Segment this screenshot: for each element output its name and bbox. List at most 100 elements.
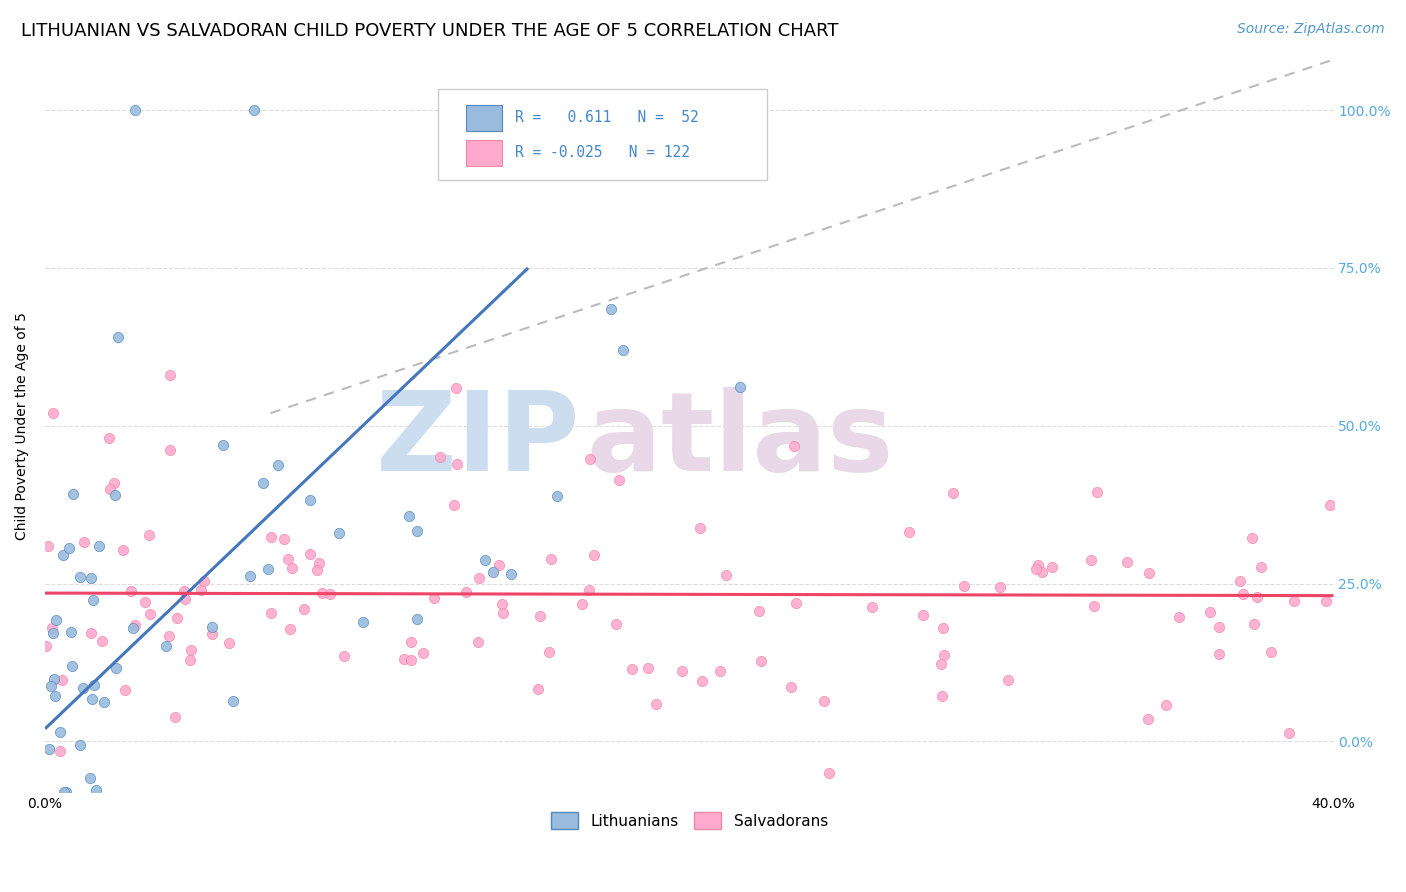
Point [785,596,807,610]
Point [333,649,356,664]
Point [59,624,82,639]
Point [446,381,468,395]
Point [239,569,262,583]
Point [399,653,422,667]
Point [1137,566,1160,580]
Point [138,528,160,542]
Point [953,579,976,593]
Bar [467,140,502,166]
Point [212,438,235,452]
Point [689,521,711,535]
Point [49,724,72,739]
Point [173,591,195,606]
Point [307,563,329,577]
Point [201,620,224,634]
Point [83,678,105,692]
Point [1315,594,1337,608]
Point [423,591,446,606]
Point [165,710,187,724]
Point [93,695,115,709]
Point [311,586,333,600]
Point [124,618,146,632]
Point [80,691,103,706]
Point [120,584,142,599]
Point [84,783,107,797]
Point [446,457,468,471]
Point [82,593,104,607]
Point [779,680,801,694]
Point [1229,574,1251,589]
Point [931,690,953,704]
Point [38,742,60,756]
Point [42,406,65,420]
Point [58,541,80,555]
Point [298,492,321,507]
Point [252,476,274,491]
Point [1282,594,1305,608]
Point [571,597,593,611]
Point [1040,560,1063,574]
Point [492,607,515,621]
Point [319,587,342,601]
Point [621,662,644,676]
Point [124,103,146,117]
Point [122,621,145,635]
Point [55,785,77,799]
Point [911,607,934,622]
Point [578,582,600,597]
Point [1085,485,1108,500]
Point [111,542,134,557]
Point [159,443,181,458]
Text: ZIP: ZIP [377,387,579,494]
Point [278,622,301,636]
Point [997,673,1019,687]
Point [1232,587,1254,601]
Point [155,639,177,653]
Text: R = -0.025   N = 122: R = -0.025 N = 122 [515,145,690,161]
Point [546,489,568,503]
Point [259,606,281,620]
Point [612,343,634,358]
Point [159,368,181,383]
Point [714,567,737,582]
Point [394,652,416,666]
Point [69,738,91,752]
Point [1199,605,1222,619]
Point [41,621,63,635]
Point [105,660,128,674]
Point [222,694,245,708]
Point [637,661,659,675]
Point [501,566,523,581]
Legend: Lithuanians, Salvadorans: Lithuanians, Salvadorans [544,805,834,836]
Point [42,625,65,640]
Point [292,602,315,616]
Point [42,672,65,686]
Point [352,615,374,629]
Point [260,530,283,544]
Point [1031,565,1053,579]
Point [748,604,770,618]
Point [488,558,510,572]
Point [1208,647,1230,661]
Point [103,487,125,501]
Point [1083,599,1105,614]
FancyBboxPatch shape [439,89,766,180]
Point [79,772,101,786]
Point [157,628,180,642]
Point [988,580,1011,594]
Point [412,646,434,660]
Point [942,486,965,500]
Point [671,665,693,679]
Point [53,785,76,799]
Point [607,473,630,487]
Point [281,561,304,575]
Point [35,639,58,653]
Point [1278,726,1301,740]
Y-axis label: Child Poverty Under the Age of 5: Child Poverty Under the Age of 5 [15,312,30,540]
Point [179,653,201,667]
Point [267,458,290,472]
Point [399,634,422,648]
Point [605,617,627,632]
Point [243,103,266,117]
Point [52,548,75,562]
